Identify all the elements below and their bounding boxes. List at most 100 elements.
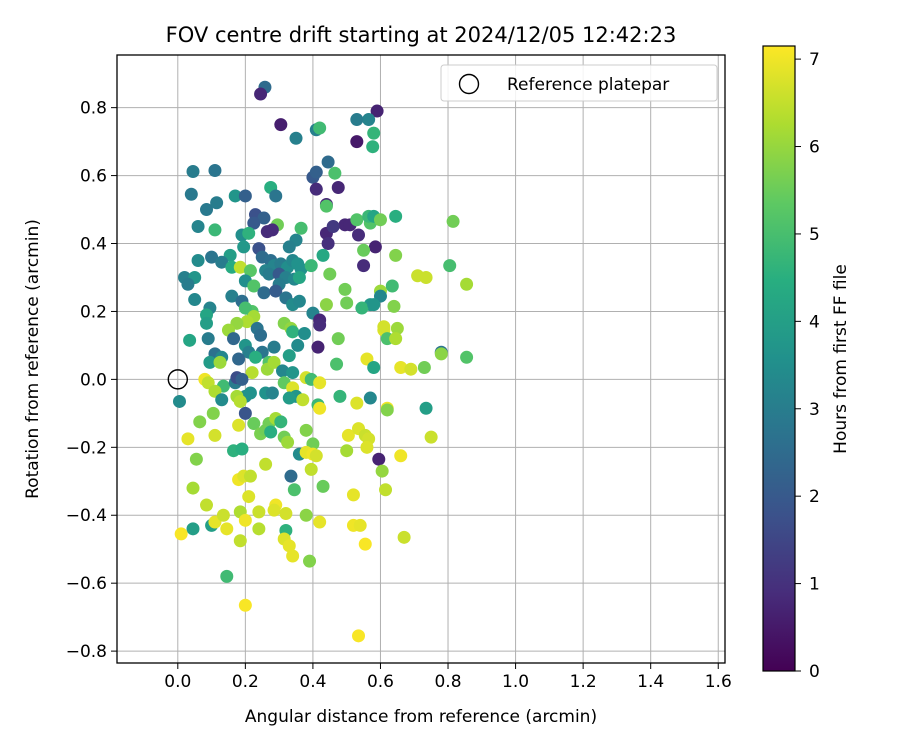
data-point [446, 214, 460, 228]
data-point [245, 366, 259, 380]
data-point [316, 248, 330, 262]
data-point [254, 328, 268, 342]
x-ticks: 0.0 0.2 0.4 0.6 0.8 1.0 1.2 1.4 1.6 [164, 663, 732, 692]
data-point [205, 250, 219, 264]
data-point [368, 240, 382, 254]
data-point [282, 349, 296, 363]
data-point [238, 189, 252, 203]
data-point [208, 163, 222, 177]
data-point [267, 503, 281, 517]
data-point [220, 522, 234, 536]
data-point [319, 298, 333, 312]
y-tick-label: 0.0 [80, 370, 107, 390]
reference-point [167, 369, 189, 390]
data-point [367, 126, 381, 140]
data-point [394, 449, 408, 463]
data-point [352, 629, 366, 643]
colorbar-ticks: 0 1 2 3 4 5 6 7 [795, 50, 820, 682]
data-point [460, 350, 474, 364]
data-point [237, 240, 251, 254]
y-axis-label: Rotation from reference (arcmin) [23, 219, 43, 499]
x-tick-label: 1.2 [570, 672, 597, 692]
data-point [350, 135, 364, 149]
data-point [208, 428, 222, 442]
data-point [189, 452, 203, 466]
colorbar-tick-label: 5 [809, 225, 820, 245]
data-point [370, 104, 384, 118]
data-point [326, 220, 340, 234]
data-point [303, 554, 317, 568]
data-point [238, 513, 252, 527]
colorbar-tick-label: 1 [809, 575, 820, 595]
data-point [191, 253, 205, 267]
data-point [309, 165, 323, 179]
data-point [215, 255, 229, 269]
x-tick-label: 0.8 [434, 672, 461, 692]
data-point [353, 518, 367, 532]
data-point [358, 537, 372, 551]
data-point [243, 386, 257, 400]
data-point [208, 223, 222, 237]
data-point [186, 165, 200, 179]
data-point [201, 332, 215, 346]
x-tick-label: 0.0 [164, 672, 191, 692]
data-point [313, 121, 327, 135]
data-point [269, 189, 283, 203]
data-point [203, 355, 217, 369]
data-point [242, 490, 256, 504]
data-point [328, 166, 342, 180]
data-point [377, 320, 391, 334]
data-point [367, 360, 381, 374]
x-axis-label: Angular distance from reference (arcmin) [245, 707, 597, 727]
data-point [200, 498, 214, 512]
data-point [291, 338, 305, 352]
data-point [269, 284, 283, 298]
data-point [286, 325, 300, 339]
data-point [321, 237, 335, 251]
data-point [313, 515, 327, 529]
data-point [243, 469, 257, 483]
data-point [333, 389, 347, 403]
y-tick-label: −0.4 [66, 506, 107, 526]
data-point [181, 432, 195, 446]
data-point [363, 391, 377, 405]
data-point [262, 267, 276, 281]
data-point [183, 333, 197, 347]
data-point [340, 296, 354, 310]
data-point [247, 216, 261, 230]
data-point [186, 481, 200, 495]
chart-title: FOV centre drift starting at 2024/12/05 … [166, 23, 677, 47]
colorbar-label: Hours from first FF file [831, 264, 851, 454]
y-ticks: 0.8 0.6 0.4 0.2 0.0 −0.2 −0.4 −0.6 −0.8 [66, 99, 117, 662]
data-point [286, 366, 300, 380]
data-point [232, 418, 246, 432]
legend[interactable]: Reference platepar [440, 64, 718, 102]
data-point [385, 279, 399, 293]
data-point [242, 226, 256, 240]
data-point [216, 508, 230, 522]
data-point [330, 357, 344, 371]
data-point [284, 469, 298, 483]
plot-frame [116, 54, 726, 664]
data-point [380, 403, 394, 417]
data-point [264, 425, 278, 439]
y-tick-label: −0.8 [66, 642, 107, 662]
data-point [247, 279, 261, 293]
data-point [299, 423, 313, 437]
data-point [389, 248, 403, 262]
data-point [424, 430, 438, 444]
data-point [460, 277, 474, 291]
data-point [313, 376, 327, 390]
data-point [225, 289, 239, 303]
data-point [313, 318, 327, 332]
legend-label: Reference platepar [507, 75, 669, 95]
data-point [331, 180, 345, 194]
colorbar-tick-label: 4 [809, 312, 820, 332]
data-point [247, 417, 261, 431]
data-point [213, 355, 227, 369]
data-point [297, 327, 311, 341]
data-point [417, 360, 431, 374]
data-point [257, 211, 271, 225]
data-point [181, 277, 195, 291]
data-point [350, 213, 364, 227]
